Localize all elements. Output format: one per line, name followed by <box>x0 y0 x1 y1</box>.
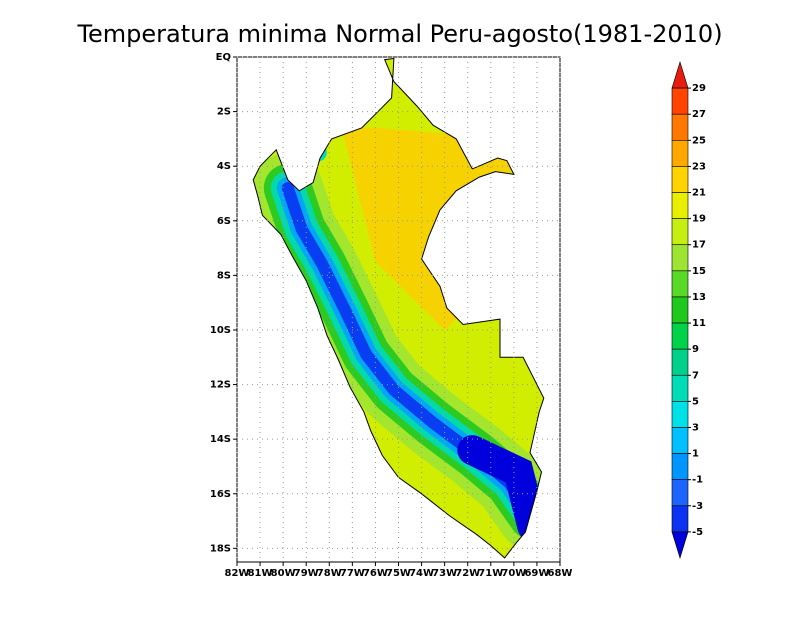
colorbar-label: 13 <box>692 292 706 303</box>
colorbar-swatch <box>671 427 689 454</box>
colorbar-swatch <box>671 348 689 376</box>
colorbar-swatch <box>671 192 689 219</box>
colorbar-label: 21 <box>692 188 706 199</box>
colorbar-label: -3 <box>692 501 703 512</box>
x-tick-label: 79W <box>294 568 319 579</box>
x-tick-label: 74W <box>409 568 434 579</box>
colorbar-label: 17 <box>692 240 706 251</box>
colorbar-swatch <box>671 453 689 480</box>
y-tick-label: 18S <box>210 543 231 554</box>
x-tick-label: 72W <box>455 568 480 579</box>
colorbar-swatch <box>671 296 689 324</box>
colorbar-label: 15 <box>692 266 706 277</box>
colorbar-label: 5 <box>692 396 699 407</box>
x-tick-label: 70W <box>501 568 526 579</box>
colorbar-swatch <box>671 113 689 141</box>
colorbar-label: -1 <box>692 475 703 486</box>
colorbar-swatch <box>671 166 689 193</box>
colorbar-label: 25 <box>692 135 706 146</box>
x-tick-label: 77W <box>340 568 365 579</box>
y-tick-label: EQ <box>216 52 231 63</box>
colorbar-swatch <box>671 140 689 167</box>
colorbar-label: 19 <box>692 214 706 225</box>
x-tick-label: 69W <box>524 568 549 579</box>
y-tick-label: 14S <box>210 434 231 445</box>
colorbar-label: 3 <box>692 422 699 433</box>
colorbar-label: 27 <box>692 109 706 120</box>
colorbar-swatch <box>671 322 689 350</box>
y-tick-label: 2S <box>217 107 231 118</box>
colorbar-label: -5 <box>692 527 703 538</box>
y-tick-label: 16S <box>210 489 231 500</box>
colorbar-swatch <box>671 505 689 533</box>
y-tick-label: 8S <box>217 270 231 281</box>
colorbar-swatch <box>671 87 689 115</box>
border <box>252 57 545 559</box>
x-tick-label: 81W <box>248 568 273 579</box>
colorbar-label: 23 <box>692 161 706 172</box>
colorbar-label: 9 <box>692 344 699 355</box>
colorbar-swatch <box>671 270 689 298</box>
map-title: Temperatura minima Normal Peru-agosto(19… <box>76 20 722 48</box>
x-tick-label: 80W <box>271 568 296 579</box>
colorbar-swatch <box>671 401 689 428</box>
colorbar-swatch <box>671 479 689 507</box>
y-tick-label: 4S <box>217 161 231 172</box>
colorbar-label: 1 <box>692 449 699 460</box>
x-tick-label: 82W <box>225 568 250 579</box>
colorbar-label: 11 <box>692 318 706 329</box>
colorbar-swatch <box>671 244 689 272</box>
altiplano <box>457 435 544 542</box>
colorbar-swatch <box>671 218 689 246</box>
y-tick-label: 6S <box>217 216 231 227</box>
x-tick-label: 73W <box>432 568 457 579</box>
x-tick-label: 68W <box>548 568 573 579</box>
colorbar-label: 7 <box>692 370 699 381</box>
x-tick-label: 76W <box>363 568 388 579</box>
colorbar-label: 29 <box>692 83 706 94</box>
x-tick-label: 71W <box>478 568 503 579</box>
colorbar-swatch <box>671 374 689 402</box>
x-tick-label: 75W <box>386 568 411 579</box>
x-tick-label: 78W <box>317 568 342 579</box>
colorbar-arrow <box>671 531 689 560</box>
y-tick-label: 10S <box>210 325 231 336</box>
y-tick-label: 12S <box>210 380 231 391</box>
